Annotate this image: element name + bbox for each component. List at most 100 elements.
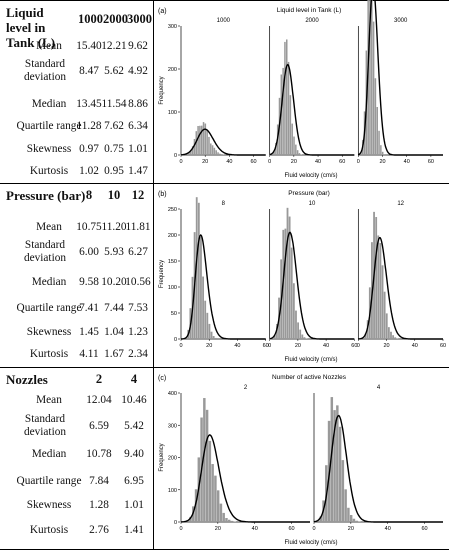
- histogram-bar: [202, 276, 204, 339]
- cell-value: 6.59: [89, 420, 109, 432]
- x-tick-label: 40: [385, 526, 391, 532]
- histogram-bar: [282, 67, 284, 155]
- histogram-bar: [271, 338, 274, 339]
- histogram-bar: [271, 153, 273, 155]
- x-tick-label: 60: [339, 159, 345, 165]
- cell-value: 1.02: [79, 165, 99, 177]
- cell-value: 11.28: [76, 120, 102, 132]
- x-tick-label: 0: [268, 343, 271, 349]
- y-tick-label: 400: [168, 391, 177, 397]
- x-tick-label: 20: [206, 343, 212, 349]
- column-header: 1000: [78, 12, 103, 26]
- y-axis-label: Frequency: [159, 76, 165, 104]
- cell-value: 10.56: [125, 276, 151, 288]
- cell-value: 6.27: [128, 246, 148, 258]
- y-tick-label: 250: [168, 207, 177, 213]
- histogram-bar: [298, 153, 301, 155]
- cell-value: 11.20: [101, 221, 127, 233]
- cell-value: 0.95: [104, 165, 124, 177]
- row-label: Standard deviation: [23, 58, 67, 83]
- x-tick-label: 0: [357, 159, 360, 165]
- x-tick-label: 20: [215, 526, 221, 532]
- fitted-curve: [269, 63, 355, 156]
- histogram-bar: [214, 337, 217, 339]
- histogram-bar: [210, 331, 213, 339]
- cell-value: 11.81: [125, 221, 151, 233]
- panel-label: (c): [158, 375, 166, 382]
- cell-value: 1.01: [124, 499, 144, 511]
- cell-value: 10.75: [76, 221, 102, 233]
- histogram-bar: [287, 61, 290, 155]
- y-tick-label: 0: [174, 520, 177, 526]
- histogram-bar: [396, 338, 399, 339]
- cell-value: 4.92: [128, 65, 148, 77]
- row-label: Skewness: [26, 499, 72, 511]
- cell-value: 7.44: [104, 302, 124, 314]
- fitted-curve: [358, 236, 443, 340]
- panel-label: (a): [158, 8, 167, 15]
- cell-value: 8.86: [128, 98, 148, 110]
- histogram-bar: [378, 130, 380, 155]
- x-tick-label: 0: [179, 159, 182, 165]
- chart-title: Liquid level in Tank (L): [277, 7, 342, 14]
- y-tick-label: 0: [174, 337, 177, 343]
- x-tick-label: 40: [315, 159, 321, 165]
- histogram-bar: [273, 335, 276, 339]
- histogram-bar: [303, 337, 306, 339]
- row-label: Mean: [36, 40, 62, 52]
- x-tick-label: 40: [226, 159, 232, 165]
- histogram-bar: [377, 235, 380, 339]
- histogram-bar: [319, 516, 322, 522]
- row-label: Median: [31, 448, 67, 460]
- histogram-bar: [211, 464, 214, 522]
- y-tick-label: 200: [168, 67, 177, 73]
- panel-label: (b): [158, 191, 167, 198]
- histogram-bar: [220, 154, 223, 155]
- cell-value: 9.40: [124, 448, 144, 460]
- facet-label: 2: [244, 385, 248, 391]
- histogram-bar: [219, 153, 221, 155]
- x-tick-label: 60: [440, 343, 446, 349]
- histogram-bar: [392, 335, 395, 339]
- histogram-bar: [352, 518, 356, 522]
- histogram-bar: [394, 337, 397, 339]
- fitted-curve: [181, 233, 266, 340]
- cell-value: 1.04: [104, 326, 124, 338]
- row-label: Skewness: [26, 143, 72, 155]
- fitted-curve: [269, 231, 355, 340]
- histogram-bar: [197, 202, 200, 339]
- x-tick-label: 20: [291, 159, 297, 165]
- histogram-bar: [197, 125, 199, 155]
- y-tick-label: 0: [174, 153, 177, 159]
- histogram-bar: [381, 265, 384, 339]
- x-tick-label: 20: [383, 343, 389, 349]
- cell-value: 6.95: [124, 475, 144, 487]
- chart-panel-b: (b) Pressure (bar) Frequency Fluid velocity…: [158, 190, 446, 363]
- x-axis-label: Fluid velocity (cm/s): [284, 540, 337, 546]
- cell-value: 1.45: [79, 326, 99, 338]
- histogram-bar: [200, 125, 203, 155]
- histogram-bar: [204, 300, 207, 339]
- x-tick-label: 60: [422, 526, 428, 532]
- y-tick-label: 100: [168, 285, 177, 291]
- x-tick-label: 0: [268, 159, 271, 165]
- column-header: 2: [95, 372, 103, 386]
- histogram-bar: [344, 489, 347, 522]
- histogram-bar: [369, 0, 371, 155]
- row-label: Mean: [36, 221, 62, 233]
- histogram-bar: [199, 125, 201, 155]
- column-header: 8: [85, 188, 93, 202]
- histogram-bar: [222, 154, 225, 155]
- facet-label: 4: [377, 385, 381, 391]
- x-tick-label: 40: [404, 159, 410, 165]
- column-header: 3000: [127, 12, 152, 26]
- fitted-curve: [313, 414, 443, 523]
- histogram-bar: [211, 145, 214, 155]
- histogram-bar: [297, 322, 299, 339]
- histogram-bar: [295, 144, 297, 155]
- histogram-bar: [347, 507, 350, 522]
- cell-value: 1.23: [128, 326, 148, 338]
- histogram-bar: [290, 247, 293, 339]
- histogram-bar: [381, 151, 384, 155]
- fitted-curve: [357, 0, 443, 156]
